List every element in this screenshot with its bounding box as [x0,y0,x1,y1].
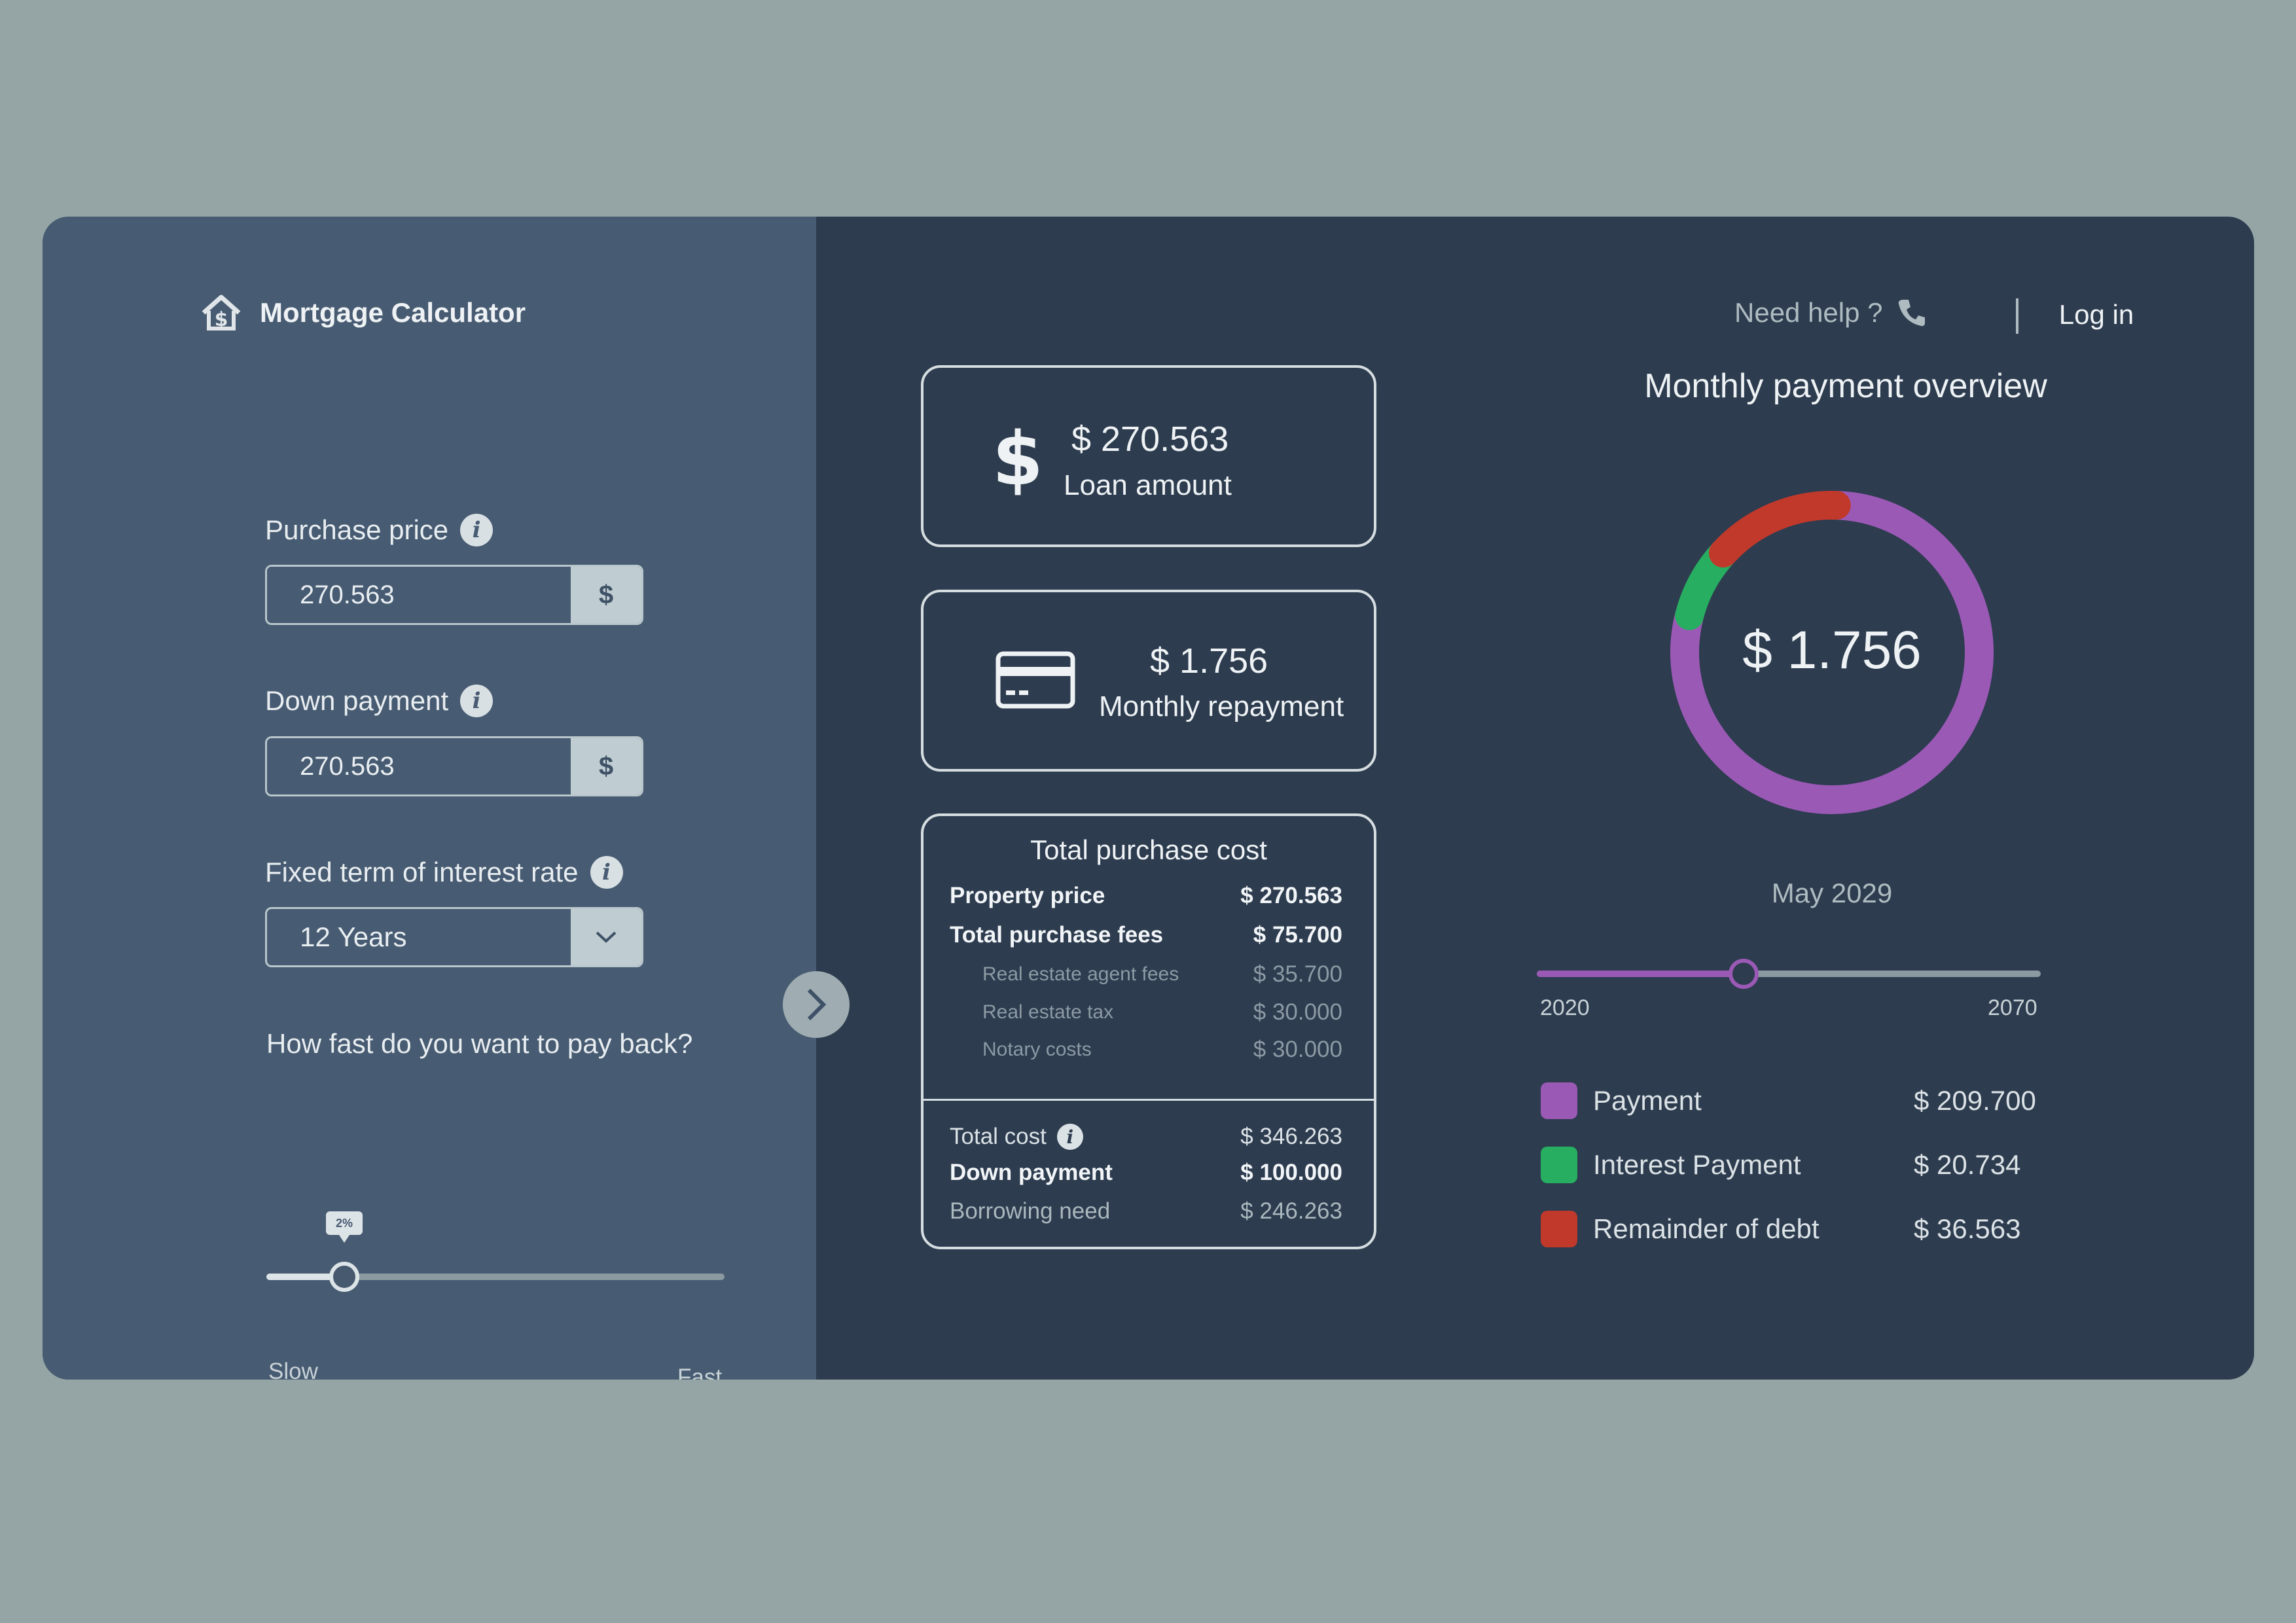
legend-swatch [1541,1082,1577,1119]
payment-donut-chart [1670,491,1994,814]
currency-addon: $ [571,567,641,623]
credit-card-icon [996,651,1075,709]
cost-row-property-price: Property price $ 270.563 [950,883,1342,908]
cost-row-down-payment: Down payment $ 100.000 [950,1160,1342,1185]
slider-fill [266,1274,344,1280]
monthly-repayment-label: Monthly repayment [1099,690,1344,722]
monthly-repayment-card: $ 1.756 Monthly repayment [921,590,1376,772]
legend-swatch [1541,1147,1577,1183]
cost-row-purchase-fees: Total purchase fees $ 75.700 [950,922,1342,948]
cost-divider [924,1099,1374,1101]
svg-text:$: $ [215,308,228,331]
timeline-handle[interactable] [1728,959,1759,989]
panel-toggle-button[interactable] [783,971,850,1038]
slider-handle[interactable] [329,1262,359,1292]
currency-addon: $ [571,738,641,794]
fixed-term-value: 12 Years [300,921,407,952]
total-cost-title: Total purchase cost [1030,834,1267,865]
timeline-fill [1537,971,1744,977]
overview-title: Monthly payment overview [1644,367,2047,405]
down-payment-field: $ [265,736,643,796]
legend-item-remainder: Remainder of debt $ 36.563 [1541,1211,2038,1247]
chevron-right-icon [807,988,827,1021]
timeline-date-label: May 2029 [1771,878,1893,908]
total-cost-card: Total purchase cost Property price $ 270… [921,813,1376,1249]
monthly-repayment-value: $ 1.756 [1150,641,1268,681]
info-icon[interactable]: i [460,685,493,717]
input-panel: $ Mortgage Calculator Purchase price i $… [43,217,816,1380]
purchase-price-input[interactable] [267,567,571,623]
legend-swatch [1541,1211,1577,1247]
fixed-term-select[interactable]: 12 Years [265,907,643,967]
timeline-slider[interactable] [1537,959,2041,1010]
loan-amount-value: $ 270.563 [1071,419,1229,459]
loan-amount-card: $ $ 270.563 Loan amount [921,365,1376,547]
info-icon[interactable]: i [590,856,623,889]
header-divider [2016,298,2018,334]
svg-text:$: $ [992,424,1043,496]
legend-item-payment: Payment $ 209.700 [1541,1082,2038,1119]
login-button[interactable]: Log in [2024,299,2168,330]
help-link[interactable]: Need help ? [1734,297,1928,329]
cost-row-borrowing-need: Borrowing need $ 246.263 [950,1198,1342,1224]
down-payment-input[interactable] [267,738,571,794]
purchase-price-field: $ [265,565,643,625]
payback-slider[interactable]: 2% [266,1211,725,1326]
timeline-end-label: 2070 [1988,995,2037,1020]
timeline-track[interactable] [1537,971,2041,977]
donut-segment-payment [1670,491,1994,814]
slider-max-label: Fast [677,1364,723,1380]
dollar-icon: $ [992,424,1043,496]
fixed-term-label: Fixed term of interest rate i [265,856,623,889]
brand: $ Mortgage Calculator [200,293,526,332]
donut-segment-remainder [1708,491,1851,568]
loan-amount-label: Loan amount [1064,469,1232,501]
chevron-down-icon[interactable] [571,909,641,965]
donut-center-value: $ 1.756 [1742,620,1922,680]
cost-row-notary: Notary costs $ 30.000 [982,1037,1342,1062]
cost-row-total-cost: Total cost i $ 346.263 [950,1124,1342,1150]
info-icon[interactable]: i [1056,1124,1083,1150]
slider-value-tooltip: 2% [326,1211,363,1243]
cost-row-agent-fees: Real estate agent fees $ 35.700 [982,961,1342,987]
slider-track[interactable] [266,1274,725,1280]
app-title: Mortgage Calculator [260,297,526,328]
phone-icon [1898,300,1925,327]
down-payment-label: Down payment i [265,685,493,717]
cost-row-estate-tax: Real estate tax $ 30.000 [982,999,1342,1025]
purchase-price-label: Purchase price i [265,514,493,546]
timeline-start-label: 2020 [1540,995,1590,1020]
calculator-card: $ Mortgage Calculator Purchase price i $… [43,217,2254,1380]
house-dollar-icon: $ [202,294,241,331]
legend-item-interest: Interest Payment $ 20.734 [1541,1147,2038,1183]
payback-label: How fast do you want to pay back? [266,1028,693,1059]
info-icon[interactable]: i [460,514,493,546]
slider-min-label: Slow [268,1359,318,1380]
